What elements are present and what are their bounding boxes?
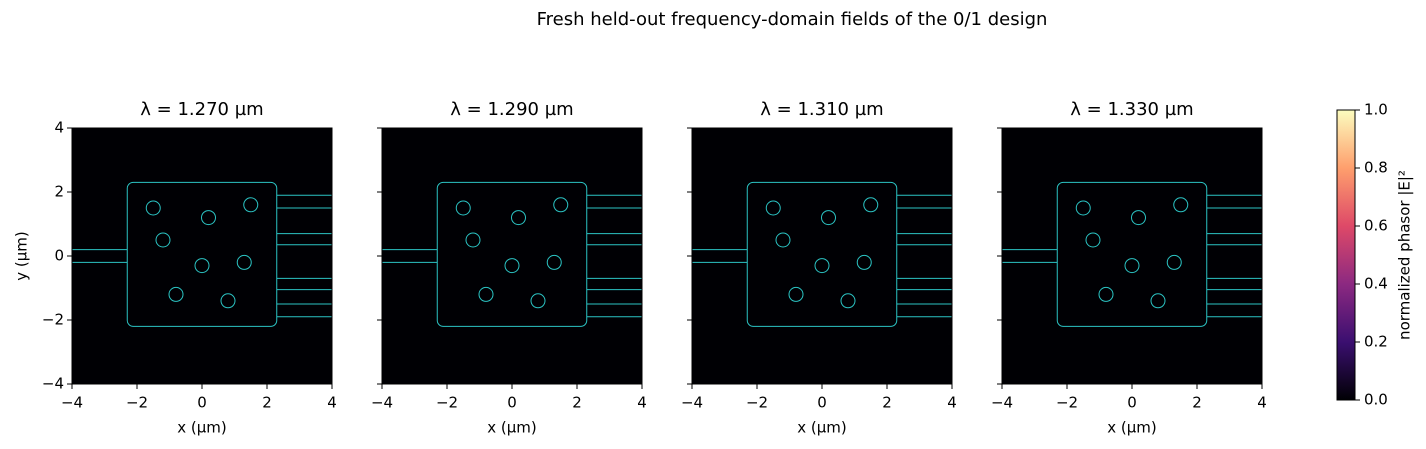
y-tick-label: 4 (54, 119, 64, 137)
x-tick-label: 2 (572, 394, 582, 412)
y-tick-label: 0 (54, 247, 64, 265)
design-feature (1075, 200, 1091, 216)
design-feature (201, 210, 216, 226)
design-feature (814, 258, 830, 274)
y-tick-label: −2 (42, 311, 64, 329)
design-feature (863, 197, 879, 213)
y-axis-label: y (µm) (13, 231, 31, 281)
design-feature (553, 197, 569, 213)
design-feature (788, 286, 804, 302)
y-tick-label: −4 (42, 375, 64, 393)
design-feature (168, 286, 184, 302)
x-axis-label: x (µm) (797, 419, 847, 437)
design-feature (155, 232, 171, 248)
panel-title: λ = 1.310 µm (760, 99, 883, 120)
panel-title: λ = 1.290 µm (450, 99, 573, 120)
x-tick-label: 4 (327, 394, 337, 412)
design-feature (1150, 293, 1166, 309)
design-feature (511, 210, 526, 226)
colorbar-tick-label: 0.0 (1364, 391, 1388, 409)
field-image (72, 128, 332, 384)
x-axis-label: x (µm) (487, 419, 537, 437)
x-tick-label: −4 (991, 394, 1013, 412)
x-tick-label: −4 (681, 394, 703, 412)
x-tick-label: −4 (371, 394, 393, 412)
design-feature (455, 200, 471, 216)
design-feature (465, 232, 481, 248)
field-image (692, 128, 952, 384)
design-feature (194, 258, 210, 274)
design-feature (243, 197, 259, 213)
x-axis-label: x (µm) (177, 419, 227, 437)
x-tick-label: −2 (1056, 394, 1078, 412)
design-region (126, 181, 278, 327)
x-tick-label: 0 (197, 394, 207, 412)
design-feature (1124, 258, 1140, 274)
design-feature (478, 286, 494, 302)
design-feature (1173, 197, 1189, 213)
x-tick-label: −2 (746, 394, 768, 412)
colorbar-tick-label: 0.8 (1364, 159, 1388, 177)
design-feature (765, 200, 781, 216)
design-feature (220, 293, 236, 309)
design-feature (840, 293, 856, 309)
x-tick-label: 0 (1127, 394, 1137, 412)
colorbar-tick-label: 0.4 (1364, 275, 1388, 293)
x-tick-label: −2 (436, 394, 458, 412)
design-feature (775, 232, 791, 248)
panel-title: λ = 1.330 µm (1070, 99, 1193, 120)
design-feature (1131, 210, 1146, 226)
x-tick-label: 0 (507, 394, 517, 412)
x-tick-label: 2 (262, 394, 272, 412)
x-tick-label: −2 (126, 394, 148, 412)
x-tick-label: 4 (947, 394, 957, 412)
x-tick-label: −4 (61, 394, 83, 412)
x-tick-label: 2 (882, 394, 892, 412)
design-feature (856, 254, 872, 270)
design-feature (236, 254, 252, 270)
design-feature (145, 200, 161, 216)
colorbar-label: normalized phasor |E|² (1396, 170, 1414, 340)
design-feature (504, 258, 520, 274)
colorbar-tick-label: 0.6 (1364, 217, 1388, 235)
y-tick-label: 2 (54, 183, 64, 201)
field-image (382, 128, 642, 384)
design-region (1056, 181, 1208, 327)
colorbar-tick-label: 0.2 (1364, 333, 1388, 351)
field-image (1002, 128, 1262, 384)
panel-title: λ = 1.270 µm (140, 99, 263, 120)
figure-title: Fresh held-out frequency-domain fields o… (537, 9, 1048, 30)
design-region (436, 181, 588, 327)
design-region (746, 181, 898, 327)
design-feature (1085, 232, 1101, 248)
x-tick-label: 2 (1192, 394, 1202, 412)
design-feature (546, 254, 562, 270)
design-feature (1098, 286, 1114, 302)
design-feature (530, 293, 546, 309)
colorbar-tick-label: 1.0 (1364, 101, 1388, 119)
x-tick-label: 0 (817, 394, 827, 412)
design-feature (821, 210, 836, 226)
colorbar (1336, 109, 1356, 401)
x-tick-label: 4 (1257, 394, 1267, 412)
x-tick-label: 4 (637, 394, 647, 412)
design-feature (1166, 254, 1182, 270)
x-axis-label: x (µm) (1107, 419, 1157, 437)
